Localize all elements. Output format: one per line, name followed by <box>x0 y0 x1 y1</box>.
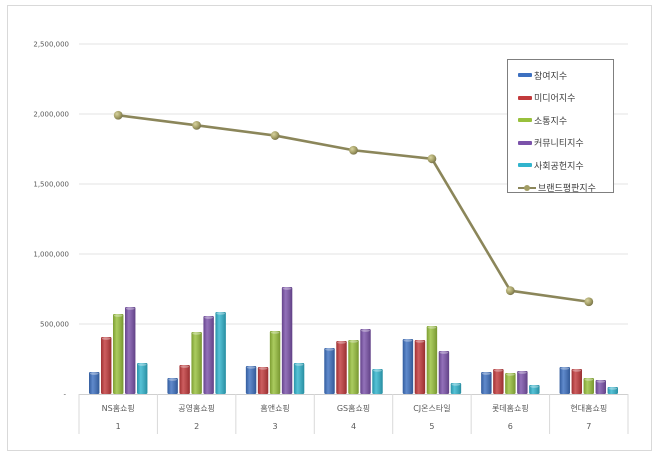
rank-label: 4 <box>351 422 356 431</box>
legend-label: 사회공헌지수 <box>534 161 584 172</box>
rank-label: 1 <box>116 422 121 431</box>
legend-item: 브랜드평판지수 <box>518 177 613 200</box>
legend-item: 커뮤니티지수 <box>518 132 613 155</box>
bar <box>517 371 528 394</box>
bar <box>493 368 504 394</box>
y-tick-label: 1,000,000 <box>33 251 69 259</box>
bar <box>179 365 190 394</box>
bar <box>167 378 178 394</box>
bar <box>372 368 383 394</box>
line-marker <box>427 154 437 164</box>
bar <box>414 339 426 394</box>
category-label: NS홈쇼핑 <box>102 403 135 413</box>
line-series <box>113 110 594 307</box>
legend-label: 소통지수 <box>534 116 568 127</box>
bar <box>257 366 269 394</box>
bar <box>348 339 359 394</box>
y-tick-label: 2,000,000 <box>33 111 69 119</box>
line-marker <box>113 110 123 120</box>
category-label: CJ온스타일 <box>413 404 450 413</box>
rank-label: 6 <box>508 422 513 431</box>
bar <box>101 337 112 394</box>
bar <box>505 373 516 394</box>
legend-item: 사회공헌지수 <box>518 154 613 177</box>
y-axis: - 500,000 1,000,000 1,500,000 2,000,000 2,500… <box>33 41 69 399</box>
bar <box>293 363 305 394</box>
category-label: 롯데홈쇼핑 <box>492 403 529 413</box>
x-axis: NS홈쇼핑 1 공영홈쇼핑 2 홈앤쇼핑 3 GS홈쇼핑 4 CJ온스타일 5 롯데홈쇼핑 6 현대홈쇼… <box>78 394 629 434</box>
category-label: 홈앤쇼핑 <box>260 403 289 413</box>
line-marker <box>270 131 280 140</box>
bar <box>336 340 347 394</box>
legend-label: 브랜드평판지수 <box>538 184 596 195</box>
line-marker <box>584 297 594 307</box>
legend-swatch-icon <box>518 118 532 123</box>
bar <box>426 325 438 394</box>
bar-series <box>89 287 618 394</box>
rank-label: 3 <box>273 422 278 431</box>
rank-label: 5 <box>429 422 434 431</box>
bar <box>402 338 414 394</box>
category-label: 공영홈쇼핑 <box>178 403 215 413</box>
legend-swatch-icon <box>518 140 532 145</box>
legend-item: 미디어지수 <box>518 87 613 110</box>
bar <box>583 378 594 394</box>
bar <box>324 347 335 394</box>
bar <box>281 287 293 394</box>
category-label: GS홈쇼핑 <box>337 403 370 413</box>
legend-label: 미디어지수 <box>534 94 576 105</box>
bar <box>203 316 214 394</box>
bar <box>360 329 371 394</box>
bar <box>481 372 492 394</box>
legend-line-marker-icon <box>518 184 536 191</box>
legend-label: 참여지수 <box>534 71 568 82</box>
y-tick-label: 500,000 <box>40 321 69 329</box>
bar <box>595 380 606 394</box>
gridlines <box>79 43 628 325</box>
bar <box>607 387 618 394</box>
bar <box>269 331 281 394</box>
legend-swatch-icon <box>518 95 532 100</box>
y-tick-label: 1,500,000 <box>33 181 69 189</box>
bar <box>529 385 540 394</box>
bar <box>450 382 462 394</box>
rank-label: 7 <box>586 422 591 431</box>
bar <box>89 372 100 394</box>
legend-swatch-icon <box>518 163 532 168</box>
y-tick-label: 2,500,000 <box>33 41 69 49</box>
bar <box>191 331 202 394</box>
bar <box>245 366 257 394</box>
line-marker <box>505 286 515 296</box>
bar <box>571 368 582 394</box>
legend-label: 커뮤니티지수 <box>534 139 584 150</box>
legend-item: 소통지수 <box>518 109 613 132</box>
rank-label: 2 <box>194 422 199 431</box>
line-marker <box>192 120 202 130</box>
bar <box>559 366 570 394</box>
bar <box>438 351 450 394</box>
category-label: 현대홈쇼핑 <box>570 403 607 413</box>
bar <box>215 311 226 394</box>
bar <box>137 363 148 394</box>
line-marker <box>349 145 358 155</box>
bar <box>113 314 124 394</box>
legend-swatch-icon <box>518 73 532 78</box>
bar <box>125 307 136 394</box>
legend-item: 참여지수 <box>518 64 613 87</box>
y-tick-label: - <box>63 391 66 399</box>
